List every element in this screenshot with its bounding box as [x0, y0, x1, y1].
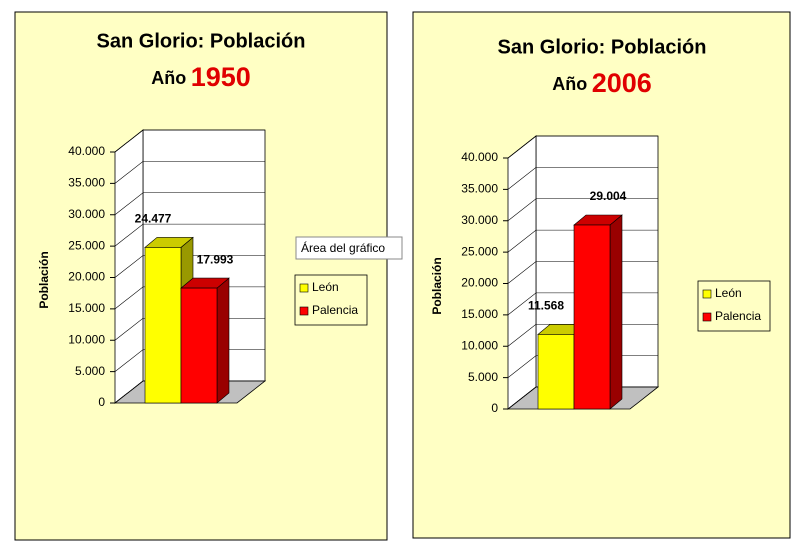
legend-swatch [702, 312, 712, 322]
tooltip [295, 236, 403, 260]
grid-line [114, 192, 265, 215]
y-tick-label: 15.000 [68, 301, 105, 315]
y-tick-label: 20.000 [461, 276, 498, 290]
y-axis-label: Población [430, 257, 444, 314]
subtitle-label: Año [552, 74, 587, 94]
chart-title: San Glorio: Población [498, 36, 707, 58]
grid-line [114, 129, 265, 153]
y-tick-label: 20.000 [68, 270, 105, 284]
legend-label: Palencia [715, 309, 761, 323]
subtitle-year: 1950 [191, 62, 251, 92]
legend-label: León [312, 280, 339, 294]
grid-line [114, 161, 265, 184]
y-tick-label: 10.000 [461, 338, 498, 352]
grid-line [507, 167, 658, 190]
data-label: 11.568 [528, 299, 564, 313]
legend-label: Palencia [312, 303, 358, 317]
y-tick-label: 5.000 [468, 370, 498, 384]
data-label: 24.477 [135, 212, 172, 226]
legend [697, 280, 771, 332]
y-axis-label: Población [37, 251, 51, 308]
y-tick-label: 30.000 [461, 213, 498, 227]
y-tick-label: 5.000 [75, 364, 105, 378]
subtitle-label: Año [151, 68, 186, 88]
tooltip-text: Área del gráfico [301, 240, 385, 255]
legend-swatch [702, 289, 712, 299]
bar [537, 334, 575, 410]
y-tick-label: 0 [491, 401, 498, 415]
y-tick-label: 10.000 [68, 332, 105, 346]
legend-label: León [715, 286, 742, 300]
chart-title: San Glorio: Población [97, 30, 306, 52]
legend [294, 274, 368, 326]
data-label: 17.993 [197, 252, 234, 266]
grid-line [507, 198, 658, 221]
bar [573, 224, 611, 410]
y-tick-label: 25.000 [68, 238, 105, 252]
grid-line [114, 223, 265, 247]
y-tick-label: 0 [98, 395, 105, 409]
bar [180, 287, 218, 404]
data-label: 29.004 [590, 189, 627, 203]
bar-side [609, 214, 623, 410]
y-tick-label: 30.000 [68, 207, 105, 221]
subtitle-year: 2006 [592, 68, 652, 98]
y-tick-label: 40.000 [68, 144, 105, 158]
legend-swatch [299, 283, 309, 293]
y-tick-label: 35.000 [68, 176, 105, 190]
chart-subtitle: Año 2006 [552, 68, 652, 98]
bar-side [216, 277, 230, 404]
y-tick-label: 35.000 [461, 182, 498, 196]
grid-line [507, 135, 658, 159]
y-tick-label: 15.000 [461, 307, 498, 321]
y-tick-label: 25.000 [461, 244, 498, 258]
grid-line [114, 255, 265, 278]
bar [144, 247, 182, 404]
y-tick-label: 40.000 [461, 150, 498, 164]
legend-swatch [299, 306, 309, 316]
chart-subtitle: Año 1950 [151, 62, 251, 92]
